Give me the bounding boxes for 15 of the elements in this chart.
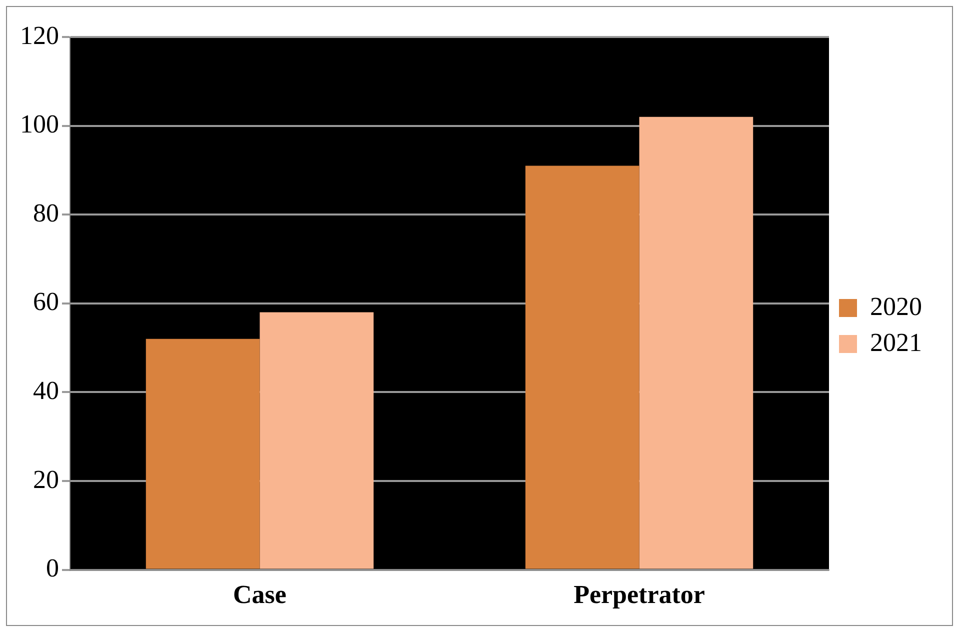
bar: [639, 116, 754, 569]
y-tick-label: 60: [33, 287, 59, 316]
legend-label: 2020: [870, 292, 922, 321]
y-tick-label: 20: [33, 464, 59, 494]
y-tick-label: 80: [33, 198, 59, 228]
y-tick-label: 120: [20, 20, 59, 50]
bar: [525, 166, 640, 569]
bar: [260, 312, 374, 569]
x-tick-label: Perpetrator: [574, 580, 705, 610]
y-tick-label: 0: [46, 554, 59, 583]
y-tick-label: 40: [33, 376, 59, 406]
bar: [146, 338, 260, 569]
x-tick-label: Case: [233, 580, 286, 610]
legend-label: 2021: [870, 328, 922, 357]
y-tick-label: 100: [20, 110, 59, 139]
